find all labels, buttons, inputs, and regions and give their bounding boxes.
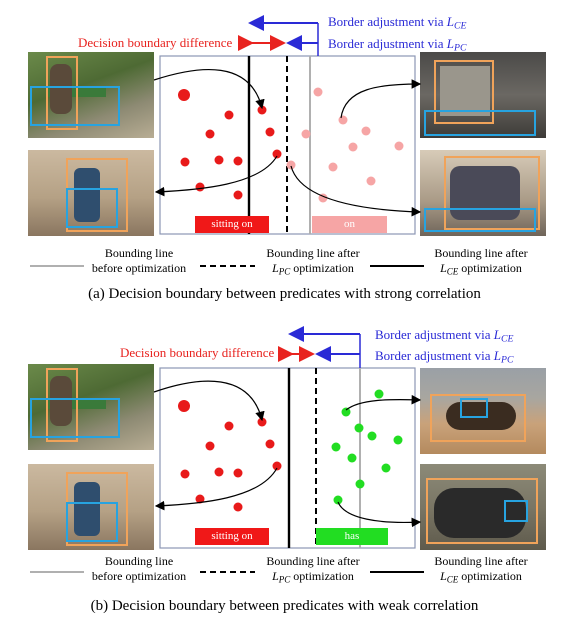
- decision-boundary-difference-label: Decision boundary difference: [78, 35, 233, 50]
- sitting-on-label: sitting on: [195, 216, 269, 233]
- legend-ce-text: Bounding line after LCE optimization: [434, 246, 528, 277]
- photo-man-chair: [28, 464, 154, 550]
- connector-man-chair: [154, 467, 278, 511]
- decision-boundary-difference-label: Decision boundary difference: [120, 345, 275, 360]
- on-label: on: [312, 216, 387, 233]
- legend-pc-text: Bounding line after LPC optimization: [266, 246, 360, 277]
- connector-truck: [340, 79, 422, 119]
- photo-woman-bench: [28, 52, 154, 138]
- photo-man-chair: [28, 150, 154, 236]
- legend-before-text: Bounding line before optimization: [91, 246, 187, 275]
- border-adjustment-pc-label: Border adjustment via LPC: [375, 348, 514, 366]
- diagram-canvas-b: [30, 326, 424, 573]
- panel-b: Decision boundary difference Border adju…: [0, 314, 569, 628]
- has-dots: [331, 389, 403, 505]
- connector-dog: [345, 394, 422, 411]
- legend-ce-text: Bounding line after LCE optimization: [434, 554, 528, 585]
- photo-man-child-couch: [420, 150, 546, 236]
- connector-man-chair: [154, 155, 278, 197]
- caption-a: (a) Decision boundary between predicates…: [88, 286, 481, 302]
- has-label: has: [316, 528, 388, 545]
- border-adjustment-ce-label: Border adjustment via LCE: [375, 327, 514, 345]
- feature-space-box: [159, 55, 416, 235]
- photo-woman-bench: [28, 364, 154, 450]
- feature-space-box: [159, 367, 416, 549]
- connector-cow: [337, 501, 422, 528]
- connector-woman-bench: [153, 380, 265, 422]
- photo-truck: [420, 52, 546, 138]
- border-adjustment-pc-label: Border adjustment via LPC: [328, 36, 467, 54]
- photo-cow: [420, 464, 546, 550]
- sitting-on-label: sitting on: [195, 528, 269, 545]
- border-adjustment-ce-label: Border adjustment via LCE: [328, 14, 467, 32]
- panel-a: Decision boundary difference Border adju…: [28, 14, 546, 302]
- caption-b: (b) Decision boundary between predicates…: [90, 598, 479, 614]
- connector-man-child: [290, 165, 422, 217]
- connector-woman-bench: [153, 68, 265, 110]
- legend-pc-text: Bounding line after LPC optimization: [266, 554, 360, 585]
- legend-before-text: Bounding line before optimization: [91, 554, 187, 583]
- photo-dog: [420, 368, 546, 454]
- diagram-canvas-a: [30, 15, 424, 267]
